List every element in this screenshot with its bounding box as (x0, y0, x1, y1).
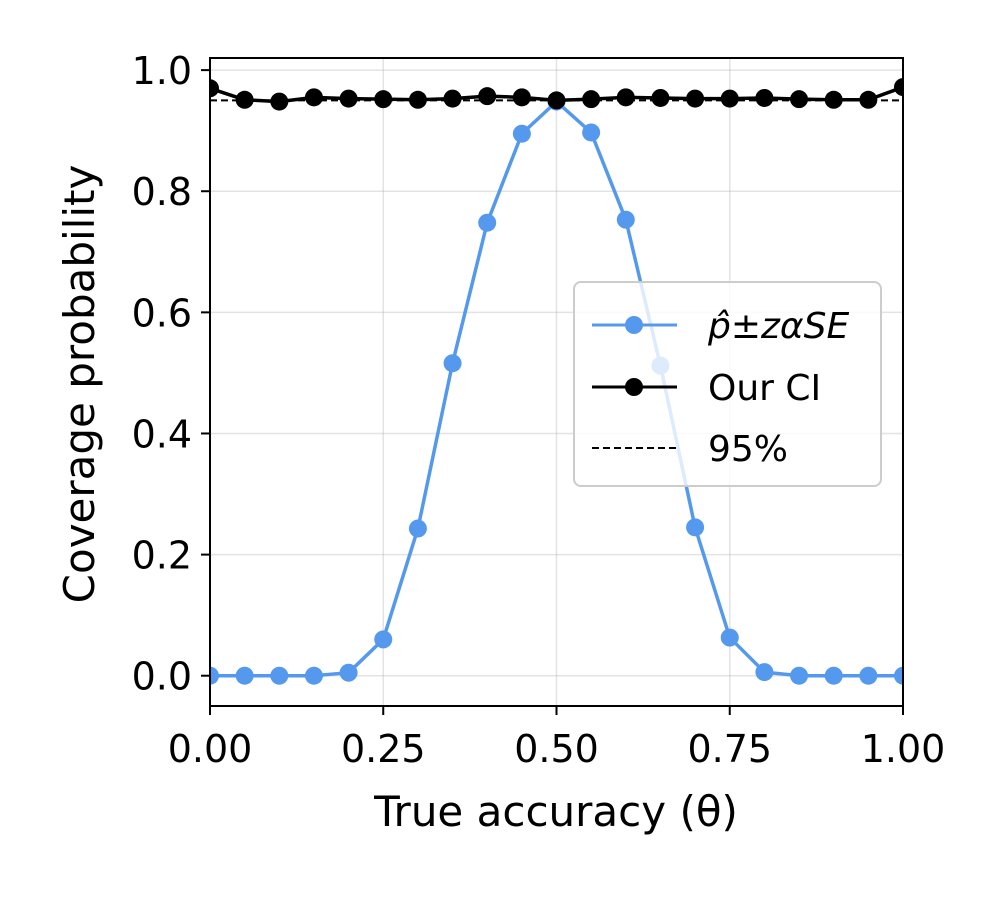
legend-marker-wald (625, 316, 643, 334)
data-point-wald (443, 354, 462, 373)
data-point-wald (720, 628, 739, 647)
data-point-wald (686, 518, 705, 537)
legend-box (573, 281, 882, 487)
data-point-wald (755, 663, 774, 682)
x-tick-label: 0.25 (341, 727, 426, 771)
data-point-our-ci (270, 92, 289, 111)
data-point-wald (616, 210, 635, 229)
data-point-our-ci (210, 79, 219, 98)
data-point-our-ci (443, 89, 462, 108)
axes-frame (209, 57, 904, 707)
data-point-wald (408, 519, 427, 538)
y-tick-label: 0.8 (132, 170, 192, 214)
y-tick-label: 0.4 (132, 412, 192, 456)
x-axis-ticks: 0.00 0.25 0.50 0.75 1.00 (168, 706, 946, 771)
series-points-our-ci (210, 78, 903, 111)
data-point-our-ci (235, 90, 254, 109)
data-point-wald (374, 630, 393, 649)
data-point-wald (790, 666, 809, 685)
legend-marker-our-ci (625, 378, 643, 396)
data-point-our-ci (755, 88, 774, 107)
legend: p̂±zαSE Our CI 95% (573, 281, 882, 487)
data-point-wald (582, 123, 601, 142)
x-axis-label: True accuracy (θ) (373, 787, 738, 836)
data-point-our-ci (686, 89, 705, 108)
data-point-our-ci (720, 89, 739, 108)
y-tick-label: 0.6 (132, 291, 192, 335)
data-point-wald (824, 666, 843, 685)
legend-label-wald: p̂±zαSE (707, 306, 849, 347)
x-tick-label: 0.50 (514, 727, 599, 771)
x-tick-label: 0.00 (168, 727, 253, 771)
data-point-our-ci (408, 90, 427, 109)
legend-label-our-ci: Our CI (708, 368, 821, 409)
data-point-wald (210, 666, 219, 685)
data-point-our-ci (304, 88, 323, 107)
y-tick-label: 0.2 (132, 534, 192, 578)
y-axis-ticks: 0.0 0.2 0.4 0.6 0.8 1.0 (132, 49, 210, 699)
data-point-our-ci (790, 90, 809, 109)
data-point-our-ci (339, 89, 358, 108)
data-point-our-ci (512, 88, 531, 107)
legend-label-95: 95% (708, 429, 788, 470)
plot-area (209, 78, 904, 685)
data-point-our-ci (374, 90, 393, 109)
data-point-wald (894, 666, 903, 685)
data-point-wald (270, 666, 289, 685)
data-point-our-ci (651, 88, 670, 107)
data-point-wald (304, 666, 323, 685)
data-point-wald (859, 666, 878, 685)
x-tick-label: 0.75 (687, 727, 772, 771)
data-point-wald (339, 663, 358, 682)
data-point-our-ci (859, 90, 878, 109)
data-point-wald (478, 213, 497, 232)
data-point-our-ci (824, 90, 843, 109)
y-axis-label: Coverage probability (55, 165, 104, 604)
y-tick-label: 1.0 (132, 49, 192, 93)
data-point-wald (512, 124, 531, 143)
data-point-our-ci (616, 88, 635, 107)
data-point-our-ci (478, 87, 497, 106)
data-point-our-ci (547, 91, 566, 110)
data-point-wald (235, 666, 254, 685)
x-tick-label: 1.00 (861, 727, 946, 771)
data-point-our-ci (894, 78, 903, 97)
data-point-our-ci (582, 90, 601, 109)
y-tick-label: 0.0 (132, 655, 192, 699)
